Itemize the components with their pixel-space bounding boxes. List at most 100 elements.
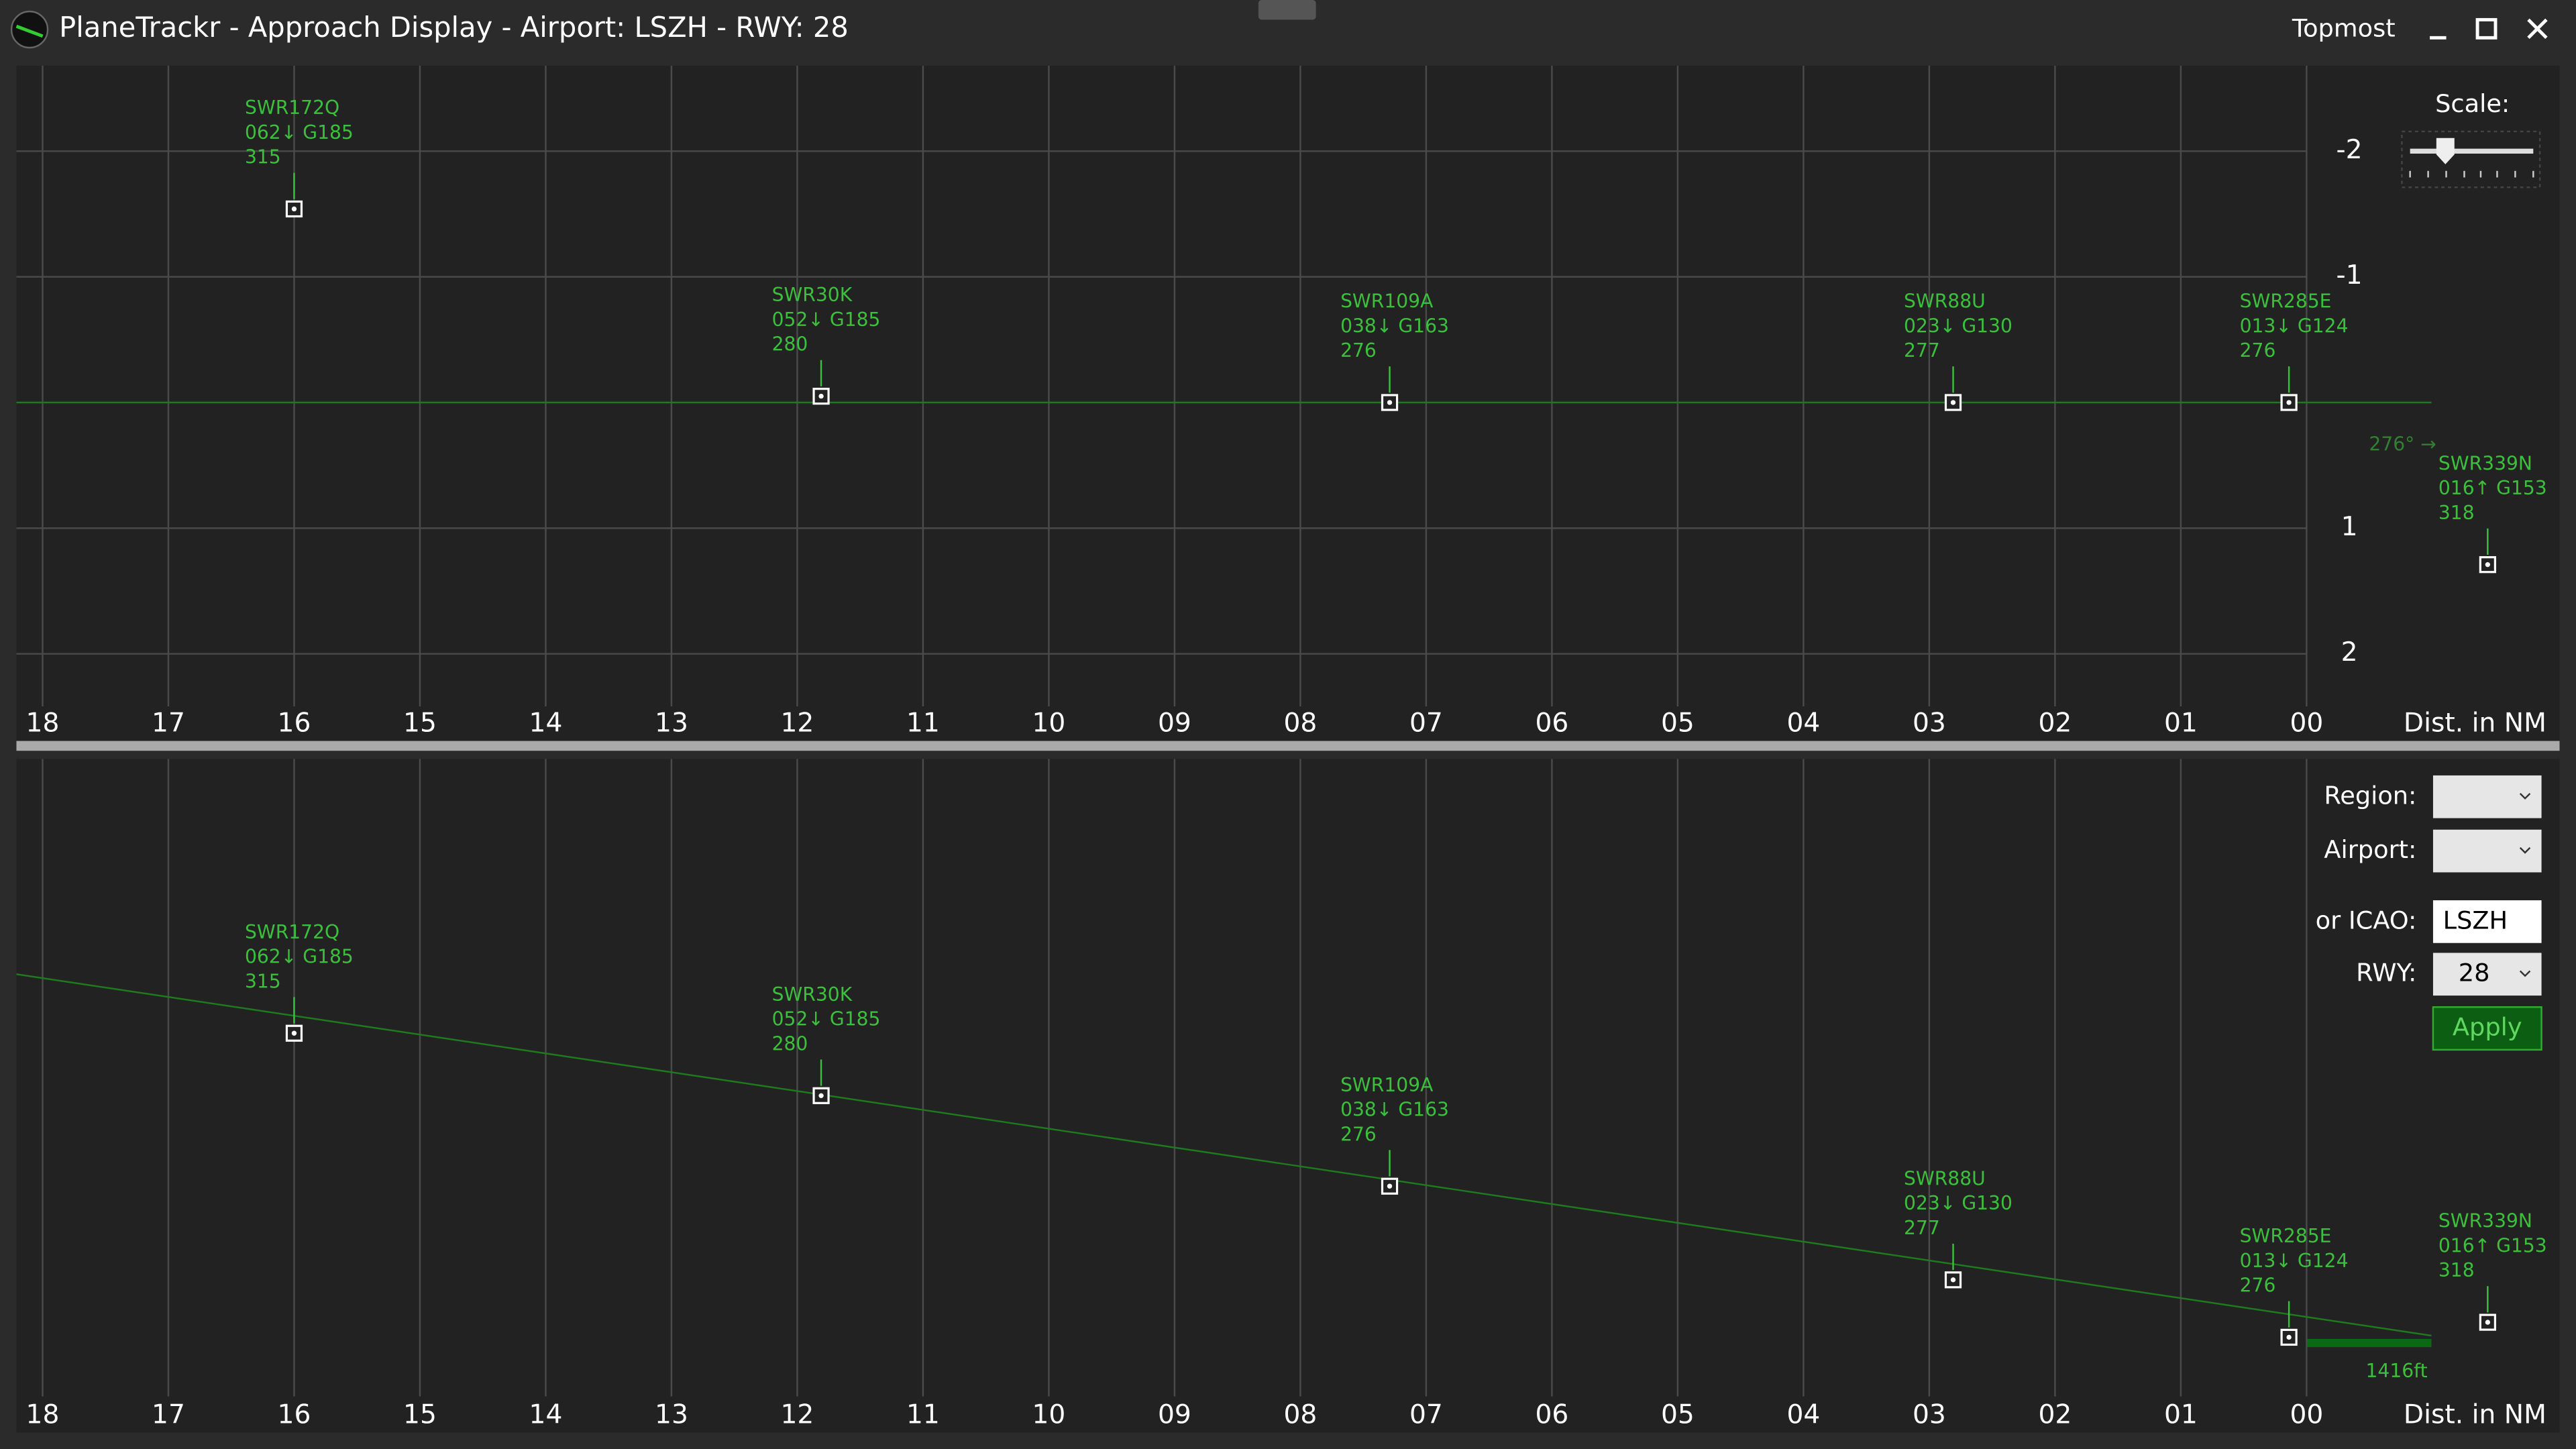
x-tick-label: 10	[1032, 708, 1065, 739]
x-tick-label: 18	[26, 708, 60, 739]
aircraft-label: SWR109A	[1340, 290, 1434, 313]
aircraft-label: 315	[245, 970, 281, 992]
dropdown-arrow	[2519, 970, 2531, 977]
y-tick-label: 2	[2341, 637, 2358, 667]
aircraft-label: 038↓ G163	[1340, 315, 1449, 337]
splitter[interactable]	[16, 741, 2560, 751]
aircraft-label: 062↓ G185	[245, 121, 354, 144]
aircraft-label: 318	[2438, 502, 2475, 524]
dropdown-arrow	[2519, 847, 2531, 854]
slider-ticks	[2409, 170, 2534, 178]
x-tick-label: 14	[529, 708, 563, 739]
x-tick-label: 00	[2290, 708, 2323, 739]
aircraft-label: 276	[2240, 339, 2276, 362]
x-tick-label: 02	[2038, 1400, 2072, 1430]
x-tick-label: 01	[2164, 708, 2198, 739]
aircraft-label: 280	[772, 1032, 808, 1055]
x-tick-label: 17	[152, 708, 185, 739]
aircraft-label: SWR339N	[2438, 1210, 2532, 1232]
x-tick-label: 04	[1786, 708, 1820, 739]
icao-value[interactable]: LSZH	[2443, 906, 2508, 934]
x-tick-label: 05	[1661, 1400, 1695, 1430]
airport-label: Airport:	[2324, 835, 2416, 864]
x-tick-label: 09	[1158, 1400, 1191, 1430]
x-tick-label: 13	[655, 1400, 688, 1430]
slider-thumb[interactable]	[2436, 138, 2455, 164]
aircraft-dot	[2286, 1334, 2292, 1340]
x-axis-label: Dist. in NM	[2404, 1400, 2546, 1430]
x-tick-label: 16	[278, 708, 311, 739]
aircraft-label: 023↓ G130	[1904, 315, 2012, 337]
x-tick-label: 01	[2164, 1400, 2198, 1430]
aircraft-label: 062↓ G185	[245, 946, 354, 968]
aircraft-label: SWR285E	[2240, 290, 2332, 313]
topmost-toggle[interactable]: Topmost	[2292, 14, 2396, 43]
x-tick-label: 15	[403, 708, 437, 739]
aircraft-dot	[291, 1030, 297, 1036]
aircraft-label: 277	[1904, 339, 1940, 362]
rwy-label: RWY:	[2356, 959, 2416, 987]
aircraft-label: SWR88U	[1904, 1167, 1986, 1189]
x-tick-label: 00	[2290, 1400, 2323, 1430]
aircraft-label: 276	[1340, 339, 1377, 362]
x-tick-label: 05	[1661, 708, 1695, 739]
x-tick-label: 11	[906, 1400, 940, 1430]
x-tick-label: 03	[1913, 708, 1946, 739]
x-tick-label: 12	[781, 708, 814, 739]
icao-input[interactable]	[2432, 900, 2542, 943]
x-tick-label: 02	[2038, 708, 2072, 739]
aircraft-label: SWR339N	[2438, 452, 2532, 474]
region-label: Region:	[2324, 781, 2416, 810]
window-title: PlaneTrackr - Approach Display - Airport…	[59, 11, 849, 44]
aircraft-dot	[1387, 1183, 1393, 1189]
close-button[interactable]	[2527, 18, 2548, 40]
heading-annotation: 276° →	[2369, 433, 2436, 455]
apply-label[interactable]: Apply	[2453, 1013, 2522, 1042]
x-tick-label: 18	[26, 1400, 60, 1430]
region-select[interactable]	[2432, 775, 2542, 818]
aircraft-label: SWR30K	[772, 983, 853, 1006]
drag-handle[interactable]	[1258, 0, 1316, 20]
aircraft-label: 038↓ G163	[1340, 1099, 1449, 1121]
apply-button[interactable]	[2432, 1006, 2542, 1051]
app-icon-mark	[15, 24, 44, 38]
aircraft-dot	[818, 1093, 824, 1098]
aircraft-label: 023↓ G130	[1904, 1192, 2012, 1214]
threshold-bar	[2306, 1338, 2432, 1348]
aircraft-label: 276	[1340, 1123, 1377, 1145]
aircraft-label: 052↓ G185	[772, 1008, 881, 1030]
x-tick-label: 13	[655, 708, 688, 739]
rwy-value[interactable]: 28	[2459, 959, 2490, 987]
x-tick-label: 14	[529, 1400, 563, 1430]
aircraft-dot	[2286, 400, 2292, 405]
aircraft-dot	[1387, 400, 1393, 405]
x-tick-label: 07	[1409, 1400, 1443, 1430]
x-tick-label: 10	[1032, 1400, 1065, 1430]
x-tick-label: 03	[1913, 1400, 1946, 1430]
x-tick-label: 04	[1786, 1400, 1820, 1430]
aircraft-label: 277	[1904, 1217, 1940, 1239]
side-view	[16, 759, 2560, 1433]
maximize-button[interactable]	[2475, 17, 2498, 40]
aircraft-label: 013↓ G124	[2240, 1250, 2349, 1272]
aircraft-dot	[291, 206, 297, 212]
aircraft-dot	[818, 393, 824, 399]
aircraft-label: SWR88U	[1904, 290, 1986, 313]
x-tick-label: 06	[1535, 1400, 1568, 1430]
aircraft-label: 315	[245, 146, 281, 168]
x-tick-label: 12	[781, 1400, 814, 1430]
x-tick-label: 06	[1535, 708, 1568, 739]
aircraft-label: 013↓ G124	[2240, 315, 2349, 337]
aircraft-label: 318	[2438, 1259, 2475, 1281]
aircraft-label: 276	[2240, 1275, 2276, 1297]
airport-select[interactable]	[2432, 829, 2542, 873]
aircraft-label: 052↓ G185	[772, 309, 881, 331]
x-tick-label: 17	[152, 1400, 185, 1430]
scale-slider[interactable]	[2401, 130, 2541, 189]
y-tick-label: -1	[2337, 260, 2363, 290]
aircraft-label: 016↑ G153	[2438, 1234, 2547, 1256]
aircraft-label: SWR30K	[772, 284, 853, 306]
x-tick-label: 15	[403, 1400, 437, 1430]
